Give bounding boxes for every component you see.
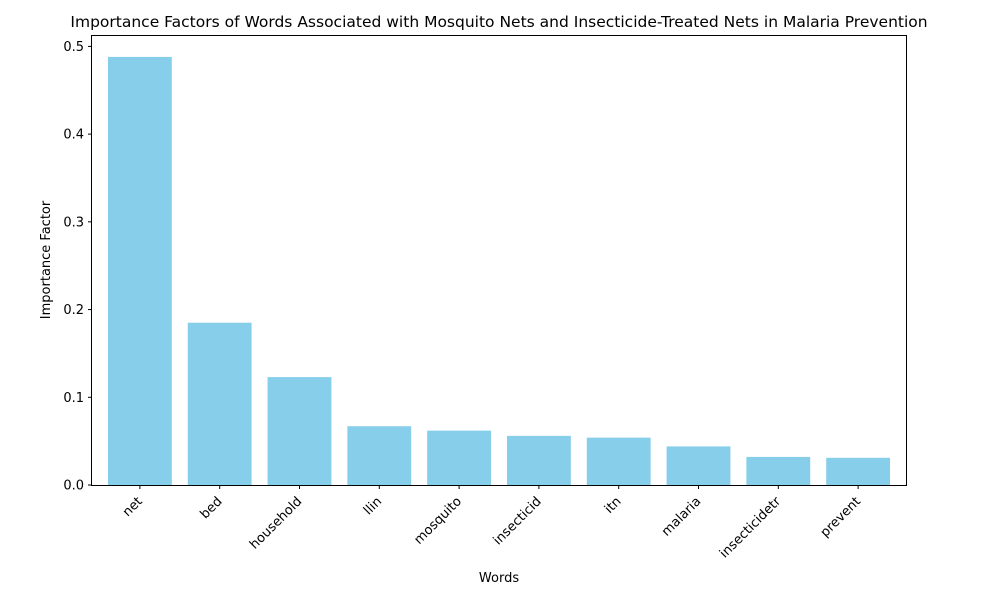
y-tick-label: 0.5 bbox=[63, 40, 84, 55]
x-tick-label: bed bbox=[198, 494, 226, 522]
x-tick-label: prevent bbox=[818, 494, 864, 540]
bar-net bbox=[107, 56, 172, 486]
x-tick-label: llin bbox=[361, 494, 385, 518]
y-tick-label: 0.1 bbox=[63, 391, 84, 406]
x-tick-label: mosquito bbox=[412, 494, 465, 547]
y-axis-label: Importance Factor bbox=[39, 200, 54, 319]
x-tick-label: insecticidetr bbox=[717, 494, 785, 562]
bar-malaria bbox=[666, 446, 731, 485]
x-axis: net bed household llin mosquito insecticid itn… bbox=[120, 485, 864, 561]
y-tick-label: 0.3 bbox=[63, 215, 84, 230]
y-tick-label: 0.4 bbox=[63, 128, 84, 143]
bar-mosquito bbox=[427, 430, 492, 485]
bars-group bbox=[107, 56, 891, 486]
y-axis: 0.0 0.1 0.2 0.3 0.4 0.5 bbox=[63, 40, 92, 494]
bar-household bbox=[267, 377, 332, 485]
x-tick-label: net bbox=[120, 494, 146, 520]
bar-insecticid bbox=[506, 435, 571, 485]
bar-bed bbox=[187, 322, 252, 485]
y-tick-label: 0.2 bbox=[63, 303, 84, 318]
x-tick-label: malaria bbox=[659, 494, 704, 539]
x-tick-label: household bbox=[247, 494, 305, 552]
x-tick-label: itn bbox=[602, 494, 625, 517]
chart-title: Importance Factors of Words Associated w… bbox=[70, 13, 927, 31]
plot-frame bbox=[91, 35, 907, 486]
bar-insecticidetr bbox=[746, 456, 811, 485]
y-tick-label: 0.0 bbox=[63, 479, 84, 494]
bar-itn bbox=[586, 437, 651, 485]
x-axis-label: Words bbox=[479, 571, 519, 586]
x-tick-label: insecticid bbox=[491, 494, 545, 548]
bar-prevent bbox=[826, 457, 891, 485]
bar-llin bbox=[347, 426, 412, 485]
